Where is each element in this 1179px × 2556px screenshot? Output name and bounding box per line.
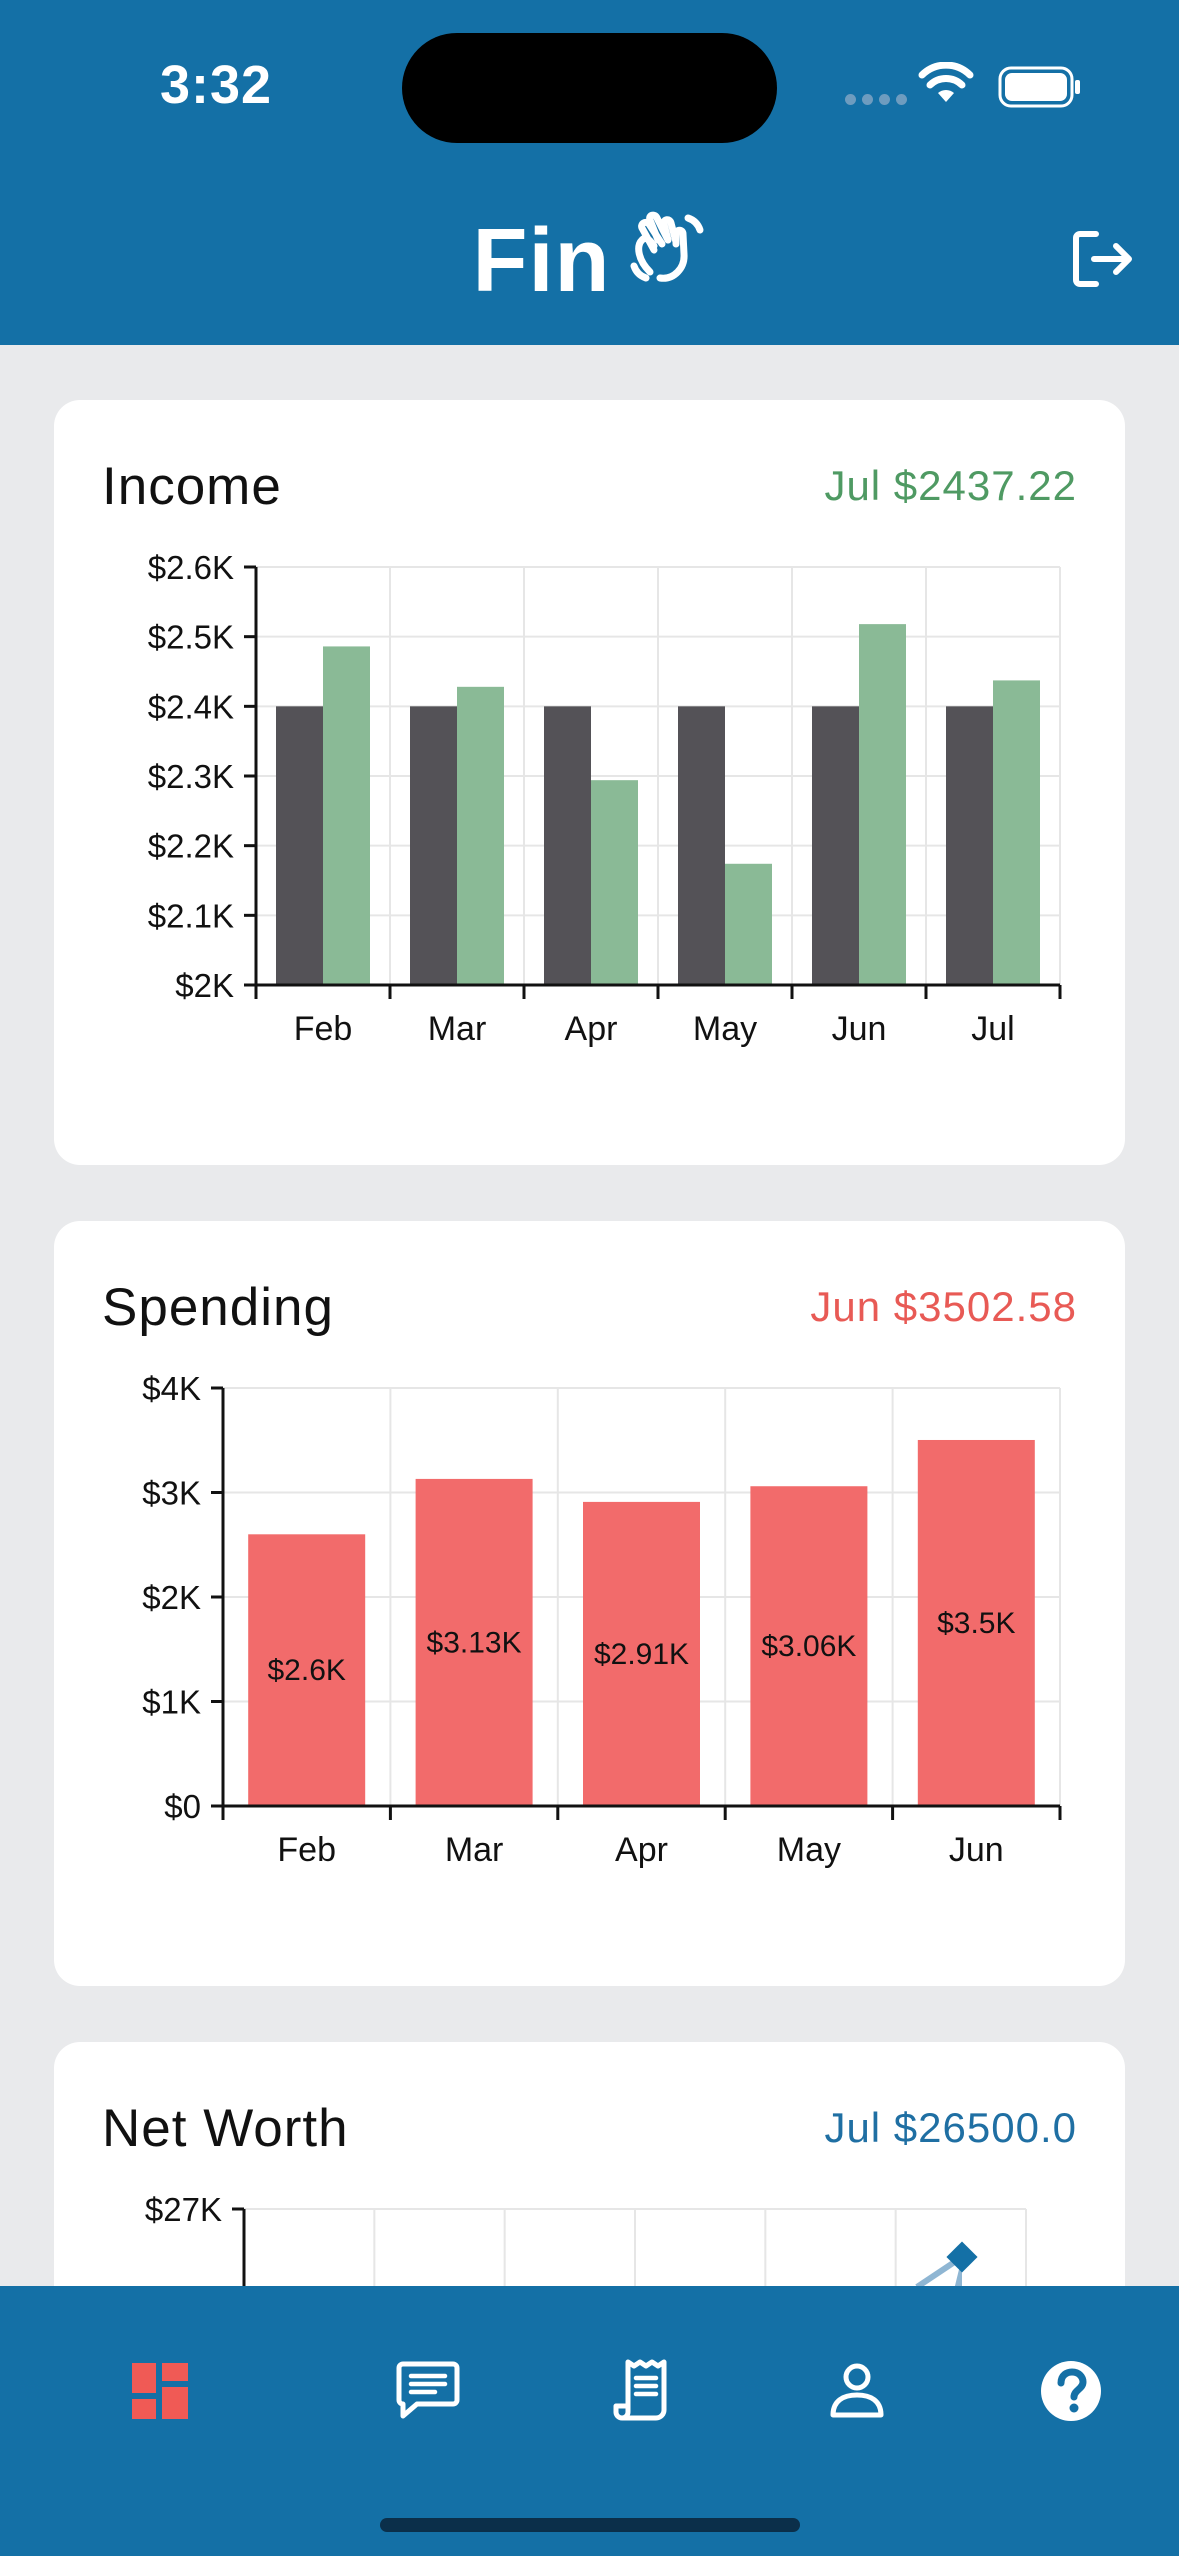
dynamic-island: [402, 33, 777, 143]
logout-icon: [1073, 231, 1132, 287]
x-tick-label: Feb: [277, 1831, 336, 1869]
home-indicator: [380, 2518, 800, 2532]
y-tick-label: $2.5K: [148, 619, 234, 656]
y-tick-label: $2.4K: [148, 688, 234, 725]
bar-may-series-1: [678, 706, 725, 985]
status-time: 3:32: [160, 55, 273, 115]
x-tick-label: Apr: [565, 1010, 618, 1048]
y-tick-label: $2.2K: [148, 828, 234, 865]
battery-icon: [998, 66, 1082, 113]
y-tick-label: $2K: [175, 967, 234, 1004]
x-tick-label: May: [777, 1831, 841, 1869]
net-worth-latest-value: Jul $26500.0: [824, 2104, 1077, 2151]
income-latest-value: Jul $2437.22: [824, 462, 1077, 509]
y-tick-label: $2K: [142, 1579, 201, 1616]
chat-icon: [396, 2361, 460, 2419]
y-tick-label: $27K: [145, 2191, 222, 2228]
logout-button[interactable]: [1070, 226, 1136, 297]
bar-jun: [917, 1439, 1035, 1806]
person-icon: [830, 2363, 884, 2418]
spending-card: Spending Jun $3502.58 $0 $1K $2K $3K $4K $2.6…: [54, 1221, 1125, 1986]
bar-may-series-2: [725, 863, 772, 985]
help-icon: [1041, 2361, 1101, 2421]
data-label: $3.13K: [427, 1626, 522, 1659]
y-tick-label: $4K: [142, 1370, 201, 1407]
tab-receipts[interactable]: [592, 2341, 692, 2441]
y-tick-label: $0: [164, 1788, 201, 1825]
x-tick-label: Jun: [832, 1010, 887, 1048]
x-tick-label: May: [693, 1010, 757, 1048]
bar-feb-series-2: [323, 646, 370, 985]
wifi-icon: [918, 61, 974, 111]
income-card: Income Jul $2437.22 $2K $2.1K $2.2K $2.3K $2…: [54, 400, 1125, 1165]
waving-hand-icon: [628, 207, 706, 310]
tab-bar: [0, 2286, 1179, 2556]
data-label: $2.6K: [267, 1654, 345, 1687]
y-tick-label: $2.6K: [148, 549, 234, 586]
app-header: 3:32 Fin: [0, 0, 1179, 345]
data-label: $3.5K: [937, 1607, 1015, 1640]
receipt-icon: [613, 2359, 667, 2421]
bar-feb-series-1: [276, 706, 323, 985]
tab-dashboard[interactable]: [110, 2341, 210, 2441]
app-title: Fin: [0, 210, 1179, 313]
tab-chat[interactable]: [378, 2341, 478, 2441]
bar-jul-series-1: [946, 706, 993, 985]
dashboard-icon: [132, 2363, 188, 2419]
y-tick-label: $1K: [142, 1684, 201, 1721]
bar-apr: [583, 1501, 700, 1806]
bar-jul-series-2: [993, 680, 1040, 985]
income-title: Income: [102, 457, 282, 516]
income-chart: $2K $2.1K $2.2K $2.3K $2.4K $2.5K $2.6K Feb Mar A…: [148, 549, 1062, 1048]
spending-latest-value: Jun $3502.58: [810, 1283, 1077, 1330]
net-worth-point: [946, 2241, 978, 2273]
bar-may: [750, 1486, 868, 1806]
cellular-signal-icon: [845, 92, 913, 110]
bar-apr-series-1: [544, 706, 591, 985]
x-tick-label: Feb: [294, 1010, 353, 1048]
x-tick-label: Apr: [615, 1831, 668, 1869]
tab-profile[interactable]: [807, 2341, 907, 2441]
bar-apr-series-2: [591, 780, 638, 985]
y-tick-label: $3K: [142, 1475, 201, 1512]
bar-mar-series-1: [410, 706, 457, 985]
y-tick-label: $2.3K: [148, 758, 234, 795]
app-title-text: Fin: [472, 211, 611, 311]
data-label: $3.06K: [761, 1630, 856, 1663]
tab-help[interactable]: [1021, 2341, 1121, 2441]
spending-chart: $0 $1K $2K $3K $4K $2.6K $3.13K $2.91K $3.06K $3.…: [142, 1370, 1062, 1869]
bar-jun-series-1: [812, 706, 859, 985]
y-tick-label: $2.1K: [148, 897, 234, 934]
data-label: $2.91K: [594, 1638, 689, 1671]
spending-title: Spending: [102, 1278, 334, 1337]
x-tick-label: Jun: [949, 1831, 1004, 1869]
x-tick-label: Mar: [445, 1831, 504, 1869]
x-tick-label: Mar: [428, 1010, 487, 1048]
x-tick-label: Jul: [971, 1010, 1014, 1048]
net-worth-title: Net Worth: [102, 2099, 349, 2158]
bar-feb: [248, 1534, 366, 1806]
bar-mar: [415, 1478, 533, 1806]
bar-jun-series-2: [859, 624, 906, 985]
bar-mar-series-2: [457, 686, 504, 985]
